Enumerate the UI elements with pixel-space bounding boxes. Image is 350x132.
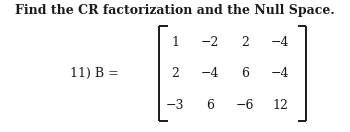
Text: 1: 1 [171, 36, 179, 49]
Text: 2: 2 [171, 67, 179, 80]
Text: −6: −6 [236, 99, 254, 112]
Text: Find the CR factorization and the Null Space.: Find the CR factorization and the Null S… [15, 4, 335, 17]
Text: −4: −4 [201, 67, 219, 80]
Text: 6: 6 [241, 67, 249, 80]
Text: 12: 12 [272, 99, 288, 112]
Text: 2: 2 [241, 36, 249, 49]
Text: 11) B =: 11) B = [70, 67, 119, 80]
Text: 6: 6 [206, 99, 214, 112]
Text: −2: −2 [201, 36, 219, 49]
Text: −3: −3 [166, 99, 184, 112]
Text: −4: −4 [271, 36, 289, 49]
Text: −4: −4 [271, 67, 289, 80]
